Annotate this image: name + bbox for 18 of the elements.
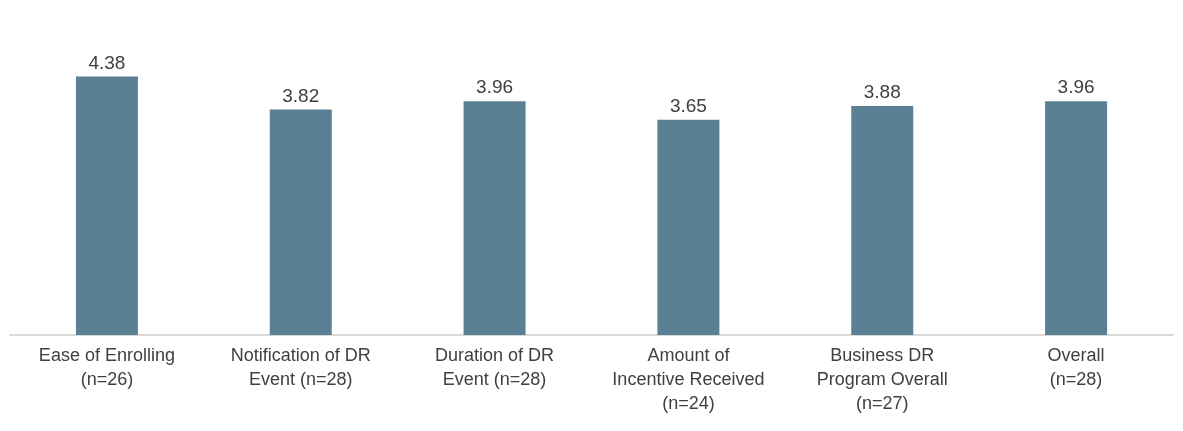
bar <box>75 76 138 335</box>
data-label: 3.96 <box>1057 76 1095 98</box>
x-tick-label: Duration of DR Event (n=28) <box>435 345 555 389</box>
x-tick-label: Business DR Program Overall (n=27) <box>816 345 948 413</box>
x-tick-label: Overall (n=28) <box>1047 345 1105 389</box>
data-label: 3.88 <box>863 81 901 103</box>
data-label: 3.82 <box>282 84 320 106</box>
bar <box>851 106 914 335</box>
data-label: 4.38 <box>88 51 126 73</box>
x-tick-label: Amount of Incentive Received (n=24) <box>612 345 765 413</box>
data-label: 3.96 <box>476 76 514 98</box>
x-tick-label: Ease of Enrolling (n=26) <box>38 345 175 389</box>
bar <box>269 109 332 335</box>
bar <box>1045 101 1108 335</box>
x-tick-label: Notification of DR Event (n=28) <box>230 345 371 389</box>
data-label: 3.65 <box>669 94 707 116</box>
bar <box>657 119 720 335</box>
bar <box>463 101 526 335</box>
